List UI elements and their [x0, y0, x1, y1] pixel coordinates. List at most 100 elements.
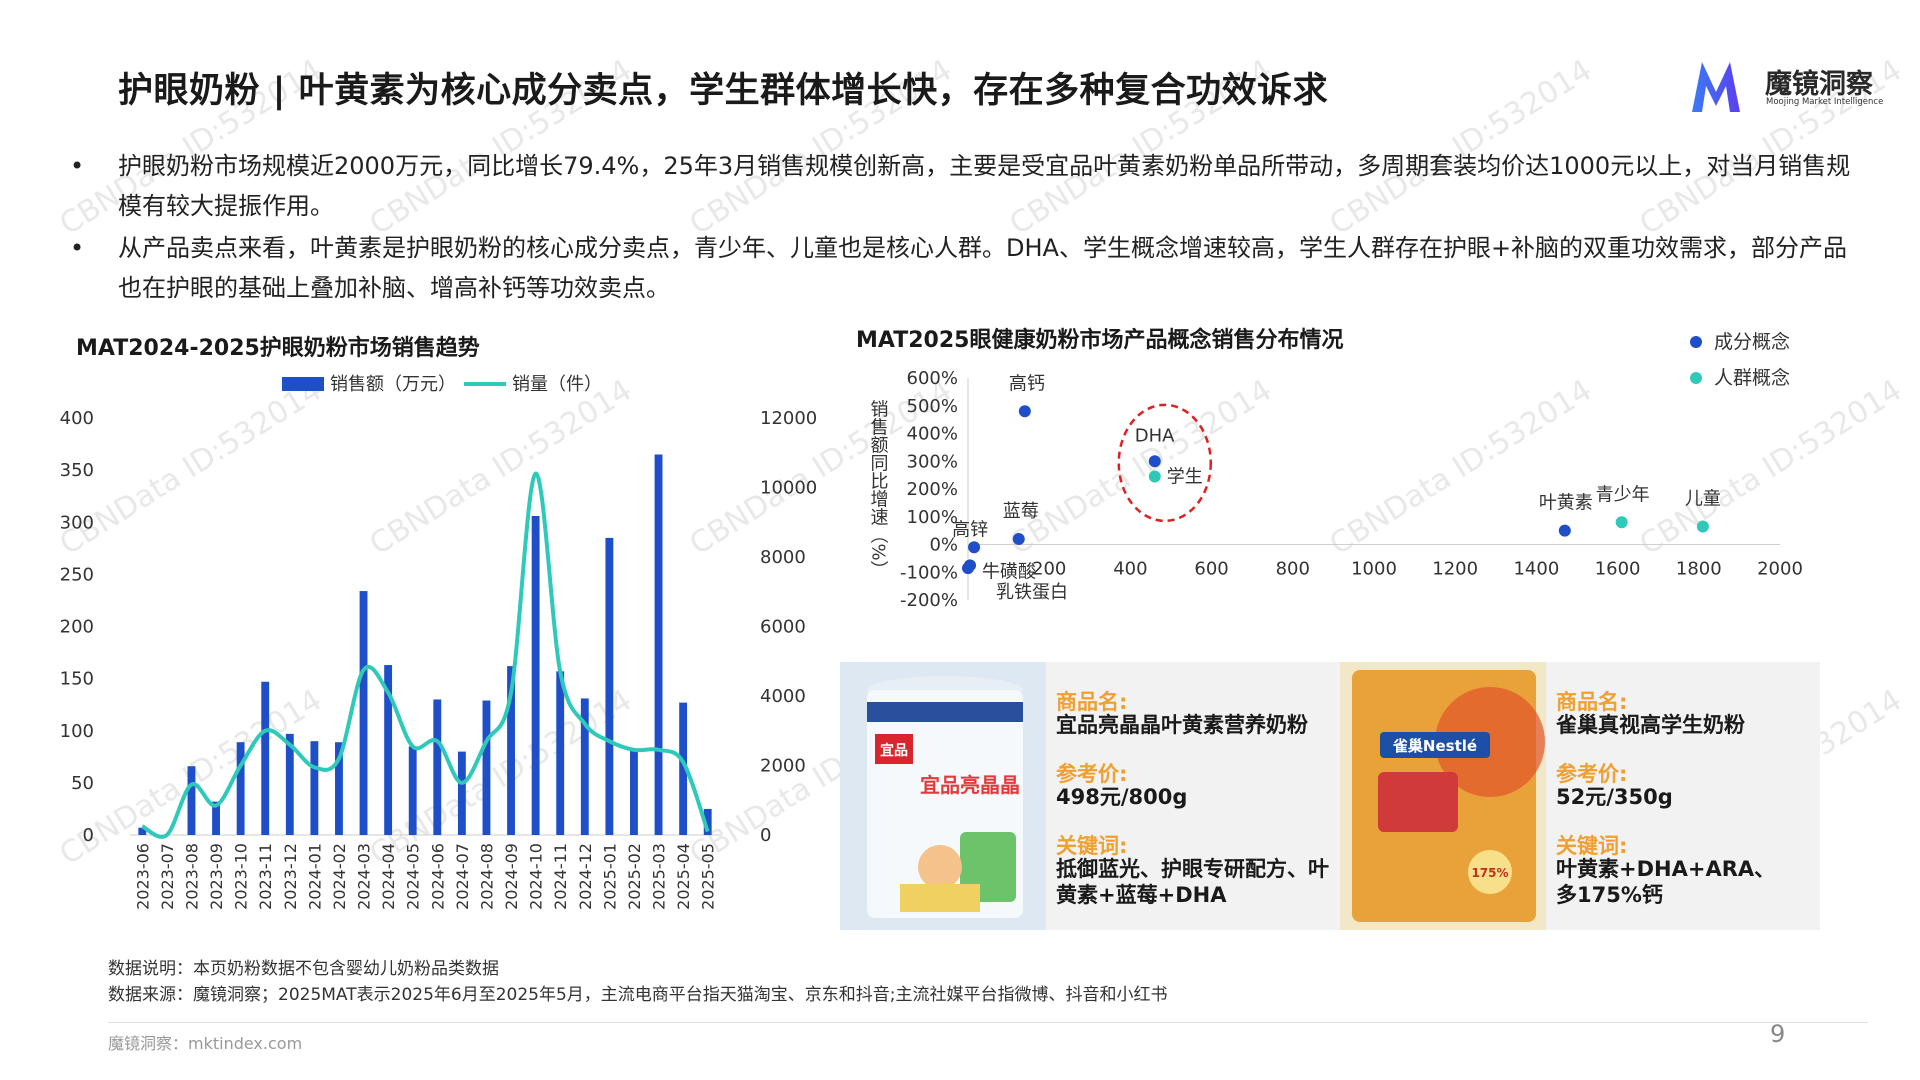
y-tick: -100%	[900, 562, 958, 583]
brand-subtitle: Moojing Market Intelligence	[1766, 97, 1884, 107]
x-tick: 600	[1194, 559, 1228, 580]
bag-caption: 雀巢Nestlé	[1392, 737, 1477, 755]
sales-volume-line	[141, 471, 710, 839]
x-tick-2023-12: 2023-12	[281, 843, 300, 910]
chart1-title: MAT2024-2025护眼奶粉市场销售趋势	[76, 336, 480, 361]
point-青少年	[1615, 516, 1628, 529]
x-tick-2024-07: 2024-07	[453, 843, 472, 910]
bullet-text-1: 护眼奶粉市场规模近2000万元，同比增长79.4%，25年3月销售规模创新高，主…	[118, 152, 1851, 220]
product-card-2: 雀巢Nestlé 175% 商品名: 雀巢真视高学生奶粉 参考价: 52元/35…	[1340, 662, 1820, 930]
point-label-乳铁蛋白: 乳铁蛋白	[996, 582, 1068, 603]
card1-keyword-label: 关键词:	[1056, 834, 1128, 858]
point-乳铁蛋白	[962, 562, 974, 575]
footer-source: 魔镜洞察：mktindex.com	[108, 1034, 303, 1053]
y-tick: 0%	[929, 535, 958, 556]
y-right-tick: 4000	[760, 686, 806, 707]
concept-scatter-chart: -200% -100% 0% 100% 200% 300% 400% 500% 600% 200 4…	[868, 330, 1803, 611]
card1-keyword-value: 抵御蓝光、护眼专研配方、叶黄素+蓝莓+DHA	[1056, 857, 1329, 907]
card1-price-value: 498元/800g	[1056, 785, 1188, 809]
bar-2024-06	[433, 699, 442, 835]
card1-name-value: 宜品亮晶晶叶黄素营养奶粉	[1056, 713, 1308, 737]
point-label-高锌: 高锌	[952, 519, 988, 540]
y-right-tick: 6000	[760, 617, 806, 638]
bar-2024-05	[408, 746, 417, 835]
bar-2025-01	[605, 537, 614, 835]
legend-label-1: 人群概念	[1714, 366, 1790, 389]
y-right-tick: 12000	[760, 408, 817, 429]
milk-can-image: 宜品 宜品亮晶晶	[840, 662, 1046, 930]
bar-2024-01	[310, 741, 319, 835]
y-tick: 500%	[907, 396, 958, 417]
y-right-tick: 0	[760, 825, 771, 846]
bar-2024-03	[359, 591, 368, 835]
card2-keyword-label: 关键词:	[1556, 834, 1628, 858]
x-tick: 200	[1032, 559, 1066, 580]
legend-label-0: 成分概念	[1714, 330, 1790, 353]
bar-2024-07	[457, 751, 466, 835]
x-tick-2024-03: 2024-03	[355, 843, 374, 910]
legend-bar-swatch	[282, 377, 324, 391]
x-tick: 1400	[1513, 559, 1559, 580]
point-DHA	[1148, 455, 1161, 468]
point-label-高钙: 高钙	[1009, 373, 1045, 394]
svg-text:宜品: 宜品	[880, 742, 908, 759]
x-tick-2025-03: 2025-03	[650, 843, 669, 910]
product-card-1: 宜品 宜品亮晶晶 商品名: 宜品亮晶晶叶黄素营养奶粉 参考价: 498元/800…	[840, 662, 1346, 930]
y-tick: 100%	[907, 507, 958, 528]
y-right-tick: 10000	[760, 478, 817, 499]
legend-dot-1	[1690, 372, 1702, 384]
x-tick-2024-02: 2024-02	[330, 843, 349, 910]
point-蓝莓	[1012, 532, 1025, 545]
y-axis-label: 销售额同比增速（%）	[868, 399, 889, 578]
x-tick-2025-02: 2025-02	[625, 843, 644, 910]
x-tick-2024-04: 2024-04	[379, 843, 398, 910]
point-label-青少年: 青少年	[1596, 484, 1650, 505]
x-tick-2023-08: 2023-08	[182, 843, 201, 910]
y-left-tick: 150	[60, 669, 94, 690]
x-tick-2024-08: 2024-08	[477, 843, 496, 910]
m-logo-icon	[1692, 62, 1740, 112]
bar-2023-08	[187, 766, 196, 835]
brand-name: 魔镜洞察	[1765, 69, 1873, 100]
x-tick-2025-01: 2025-01	[600, 843, 619, 910]
y-left-tick: 400	[60, 408, 94, 429]
footer-divider	[108, 1022, 1868, 1023]
x-tick: 1200	[1432, 559, 1478, 580]
sales-trend-chart: 销售额（万元） 销量（件）0501001502002503003504000200…	[60, 374, 817, 910]
bullet-marker: •	[70, 234, 85, 262]
y-left-tick: 0	[83, 825, 94, 846]
x-tick-2024-11: 2024-11	[551, 843, 570, 910]
y-tick: 200%	[907, 479, 958, 500]
bar-2024-02	[335, 742, 343, 835]
point-label-DHA: DHA	[1135, 425, 1175, 446]
y-left-tick: 250	[60, 564, 94, 585]
bar-2024-12	[580, 698, 589, 835]
x-tick-2024-10: 2024-10	[527, 843, 546, 910]
bullet-text-2: 从产品卖点来看，叶黄素是护眼奶粉的核心成分卖点，青少年、儿童也是核心人群。DHA…	[118, 234, 1848, 302]
bar-2024-04	[384, 665, 393, 835]
bar-2024-11	[556, 671, 565, 835]
y-tick: 300%	[907, 451, 958, 472]
legend-dot-0	[1690, 336, 1702, 348]
x-tick-2023-07: 2023-07	[158, 843, 177, 910]
point-label-叶黄素: 叶黄素	[1539, 493, 1593, 514]
y-right-tick: 2000	[760, 756, 806, 777]
highlight-circle	[1117, 403, 1213, 523]
bar-2025-02	[630, 748, 638, 835]
chart2-title: MAT2025眼健康奶粉市场产品概念销售分布情况	[856, 328, 1344, 353]
x-tick-2025-04: 2025-04	[674, 843, 693, 910]
x-tick-2023-09: 2023-09	[207, 843, 226, 910]
x-tick: 800	[1276, 559, 1310, 580]
data-source: 数据来源：魔镜洞察；2025MAT表示2025年6月至2025年5月，主流电商平…	[108, 985, 1168, 1005]
y-left-tick: 300	[60, 512, 94, 533]
legend-line-label: 销量（件）	[512, 374, 602, 395]
bar-2023-10	[236, 742, 245, 835]
data-note: 数据说明：本页奶粉数据不包含婴幼儿奶粉品类数据	[108, 959, 499, 979]
y-right-tick: 8000	[760, 547, 806, 568]
svg-text:175%: 175%	[1471, 866, 1508, 880]
bar-2025-04	[679, 702, 688, 835]
x-tick: 400	[1113, 559, 1147, 580]
y-left-tick: 50	[71, 773, 94, 794]
x-tick-2024-09: 2024-09	[502, 843, 521, 910]
bar-2025-03	[654, 454, 663, 835]
